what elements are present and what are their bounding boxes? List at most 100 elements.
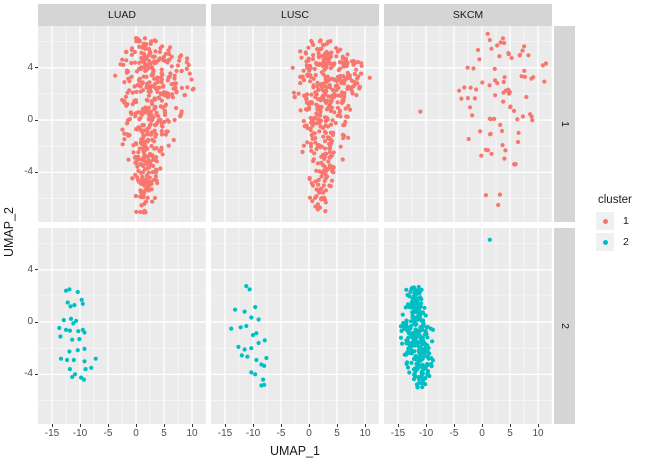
data-point bbox=[327, 155, 332, 160]
data-point bbox=[404, 324, 409, 329]
data-point bbox=[238, 325, 243, 330]
data-point bbox=[516, 130, 521, 135]
data-point bbox=[322, 129, 328, 134]
data-point bbox=[146, 105, 151, 110]
data-point bbox=[345, 114, 350, 119]
x-tick-label: 0 bbox=[479, 428, 485, 439]
data-point bbox=[314, 146, 319, 152]
data-point bbox=[133, 154, 138, 159]
data-point bbox=[146, 158, 151, 163]
data-point bbox=[145, 81, 150, 86]
data-point bbox=[129, 74, 134, 79]
data-point bbox=[81, 377, 86, 382]
data-point bbox=[146, 93, 152, 98]
data-point bbox=[411, 304, 416, 309]
data-point bbox=[483, 147, 488, 152]
data-point bbox=[157, 56, 162, 61]
y-tick-mark bbox=[35, 119, 38, 121]
data-point bbox=[330, 118, 335, 123]
data-point bbox=[335, 100, 340, 105]
data-point bbox=[153, 167, 158, 172]
x-tick-label: -10 bbox=[245, 428, 261, 439]
data-point bbox=[315, 161, 321, 166]
points-SKCM-cluster2 bbox=[398, 237, 492, 390]
data-point bbox=[346, 135, 351, 140]
x-tick-mark bbox=[336, 424, 338, 427]
data-point bbox=[142, 141, 147, 147]
data-point bbox=[187, 71, 192, 76]
data-point bbox=[149, 84, 155, 89]
data-point bbox=[411, 377, 417, 382]
data-point bbox=[145, 166, 150, 171]
data-point bbox=[317, 129, 322, 134]
data-point bbox=[477, 57, 482, 62]
data-point bbox=[189, 77, 194, 82]
data-point bbox=[333, 120, 338, 126]
data-point bbox=[124, 58, 129, 63]
data-point bbox=[341, 74, 346, 79]
data-point bbox=[132, 84, 137, 89]
data-point bbox=[413, 293, 418, 298]
data-point bbox=[304, 100, 309, 105]
data-point bbox=[148, 50, 153, 55]
data-point bbox=[497, 192, 502, 197]
data-point bbox=[129, 60, 134, 66]
data-point bbox=[407, 370, 412, 375]
data-point bbox=[158, 46, 163, 51]
x-tick-label: 10 bbox=[532, 428, 544, 439]
data-point bbox=[147, 65, 152, 70]
data-point bbox=[147, 58, 152, 64]
data-point bbox=[515, 139, 521, 145]
data-point bbox=[408, 319, 413, 324]
data-point bbox=[82, 330, 87, 335]
data-point bbox=[149, 143, 154, 149]
data-point bbox=[141, 149, 146, 154]
data-point bbox=[74, 318, 79, 323]
data-point bbox=[367, 75, 372, 80]
data-point bbox=[127, 79, 132, 84]
data-point bbox=[418, 304, 423, 310]
x-tick-label: -15 bbox=[217, 428, 233, 439]
data-point bbox=[152, 146, 157, 151]
data-point bbox=[157, 85, 162, 90]
data-point bbox=[309, 92, 314, 97]
data-point bbox=[135, 175, 140, 180]
legend-item-label: 1 bbox=[623, 215, 629, 227]
data-point bbox=[329, 105, 334, 110]
data-point bbox=[355, 76, 360, 81]
x-tick-mark bbox=[481, 424, 483, 427]
data-point bbox=[179, 69, 184, 74]
data-point bbox=[125, 69, 130, 74]
data-point bbox=[132, 60, 138, 65]
data-point bbox=[404, 338, 409, 343]
x-tick-label: 5 bbox=[334, 428, 340, 439]
data-point bbox=[500, 36, 505, 41]
data-point bbox=[323, 172, 328, 177]
data-point bbox=[148, 41, 153, 46]
panel-LUAD-2 bbox=[38, 228, 207, 424]
data-point bbox=[345, 52, 350, 57]
data-point bbox=[338, 144, 343, 149]
data-point bbox=[159, 67, 164, 72]
data-point bbox=[489, 46, 494, 51]
data-point bbox=[170, 92, 175, 97]
data-point bbox=[319, 154, 324, 159]
data-point bbox=[249, 346, 254, 351]
data-point bbox=[173, 81, 178, 86]
x-tick-mark bbox=[425, 424, 427, 427]
data-point bbox=[89, 365, 94, 370]
data-point bbox=[420, 363, 425, 368]
data-point bbox=[131, 150, 136, 155]
data-point bbox=[67, 287, 72, 292]
facet-row-label: 1 bbox=[558, 121, 571, 127]
points-LUSC-cluster2 bbox=[229, 284, 269, 388]
data-point bbox=[530, 118, 535, 123]
x-tick-mark bbox=[135, 424, 137, 427]
data-point bbox=[316, 54, 321, 59]
data-point bbox=[324, 49, 329, 55]
data-point bbox=[140, 123, 145, 128]
data-point bbox=[165, 129, 170, 134]
data-point bbox=[58, 334, 63, 339]
data-point bbox=[185, 56, 190, 61]
data-point bbox=[479, 153, 484, 158]
